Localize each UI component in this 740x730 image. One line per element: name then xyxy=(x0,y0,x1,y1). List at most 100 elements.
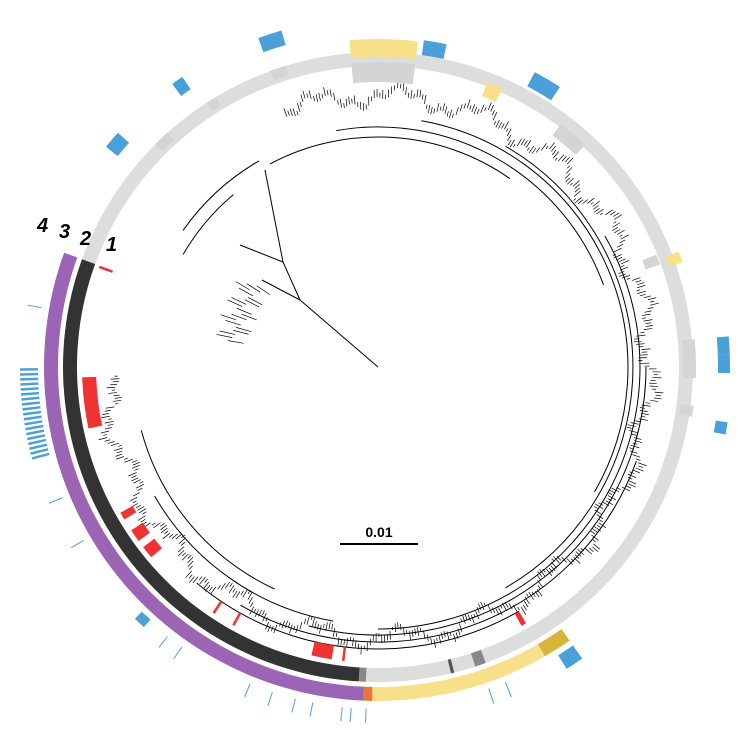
tree-tip xyxy=(612,253,617,256)
tree-tip xyxy=(639,410,648,412)
tree-tip xyxy=(353,95,356,105)
tree-tip xyxy=(589,547,594,552)
tree-tip xyxy=(433,639,436,648)
tree-tip xyxy=(101,415,110,419)
tree-tip xyxy=(248,596,253,604)
tree-tip xyxy=(573,190,581,197)
tree-tip xyxy=(507,134,512,142)
tree-tip xyxy=(284,620,288,628)
tree-tip xyxy=(627,424,636,427)
scale-bar-label: 0.01 xyxy=(365,524,392,540)
tree-tip xyxy=(528,145,535,154)
tree-tip xyxy=(300,94,304,102)
tree-tip xyxy=(421,94,424,100)
tree-tip xyxy=(582,199,588,204)
tree-tip xyxy=(636,334,646,337)
ring-label-4: 4 xyxy=(36,215,48,237)
tree-tip xyxy=(160,527,168,534)
tree-tip xyxy=(208,586,213,592)
ring-label-2: 2 xyxy=(79,228,91,250)
tree-tip xyxy=(107,441,115,444)
tree-tip xyxy=(455,107,459,116)
ring-1-segment xyxy=(82,376,103,429)
tree-tip xyxy=(473,613,476,618)
ring-4-tick xyxy=(22,410,42,416)
tree-tip xyxy=(444,106,448,114)
tree-tip xyxy=(616,244,624,248)
ring-3-orange-segment xyxy=(363,686,373,701)
tree-tip xyxy=(328,621,331,630)
tree-tip xyxy=(630,444,640,449)
tree-tip xyxy=(611,487,619,493)
tree-tip xyxy=(523,140,528,146)
tree-tip xyxy=(476,606,480,614)
tree-tip xyxy=(400,623,402,631)
tree-tip xyxy=(635,458,641,461)
tree-tip xyxy=(178,550,185,557)
tree-tip xyxy=(632,442,638,445)
tree-tip xyxy=(643,319,653,322)
tree-tip xyxy=(550,565,556,572)
tree-tip xyxy=(626,277,631,280)
tree-tip xyxy=(227,340,244,344)
outer-block xyxy=(716,336,730,356)
tree-arc xyxy=(336,126,604,286)
tree-tip xyxy=(633,340,642,343)
tree-tip xyxy=(527,147,530,151)
tree-tip xyxy=(502,602,507,611)
tree-tip xyxy=(112,399,122,402)
ring-4-tick xyxy=(488,688,495,704)
outer-block xyxy=(679,404,694,417)
tree-tip xyxy=(414,628,416,635)
tree-tip xyxy=(628,483,636,488)
tree-tip xyxy=(273,624,278,634)
tree-tip xyxy=(104,409,111,412)
ring-2-mark xyxy=(358,667,367,682)
tree-tip xyxy=(504,121,509,130)
tree-tip xyxy=(329,89,332,97)
ring-label-1: 1 xyxy=(106,234,117,256)
tree-tip xyxy=(175,533,183,540)
tree-tip xyxy=(470,615,475,624)
tree-tip xyxy=(104,439,111,442)
tree-tip xyxy=(612,222,621,228)
tree-tip xyxy=(180,541,186,546)
tree-tip xyxy=(621,486,631,492)
tree-tip xyxy=(360,645,362,655)
tree-tip xyxy=(566,165,570,169)
ring-4-tick xyxy=(29,443,48,450)
tree-tip xyxy=(467,614,471,622)
tree-tip xyxy=(247,592,253,600)
tree-tip xyxy=(593,505,598,509)
tree-tip xyxy=(647,297,657,301)
tree-tip xyxy=(535,147,541,153)
tree-tip xyxy=(231,313,247,320)
ring-3-band xyxy=(43,252,570,702)
outer-block xyxy=(552,124,586,155)
tree-tip xyxy=(98,437,108,441)
tree-tip xyxy=(654,391,664,394)
tree-tip xyxy=(607,498,612,502)
ring-4-tick xyxy=(27,304,42,309)
tree-tip xyxy=(619,234,623,237)
tree-tip xyxy=(621,265,625,268)
tree-arc xyxy=(377,235,641,630)
tree-tip xyxy=(333,92,336,101)
tree-tip xyxy=(225,320,241,326)
tree-tip xyxy=(281,620,285,629)
tree-tip xyxy=(638,465,643,468)
tree-tip xyxy=(637,290,646,294)
tree-tip xyxy=(220,314,236,321)
ring-4-tick xyxy=(20,391,40,396)
tree-tip xyxy=(332,627,336,637)
tree-tip xyxy=(242,589,248,598)
tree-tip xyxy=(138,508,147,514)
tree-tip xyxy=(616,257,623,261)
tree-arc xyxy=(269,136,511,180)
tree-tip xyxy=(616,230,625,235)
outer-annotation-blocks xyxy=(105,30,730,435)
tree-tip xyxy=(629,471,635,474)
tree-tip xyxy=(228,585,235,594)
tree-tip xyxy=(131,477,139,482)
tree-tip xyxy=(513,605,518,613)
